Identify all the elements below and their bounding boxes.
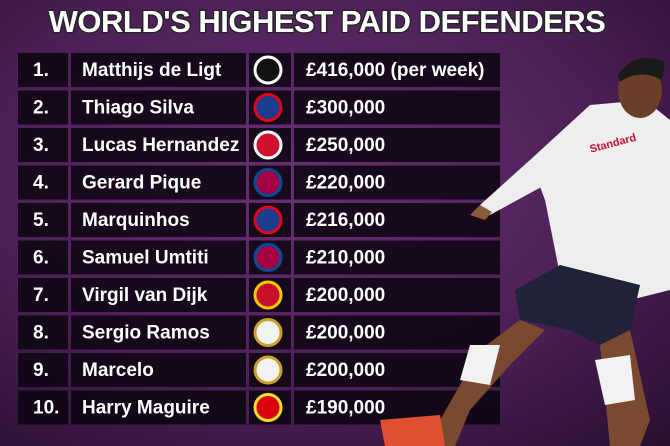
weekly-wage: £190,000 <box>306 398 385 419</box>
table-row: 10. Harry Maguire £190,000 <box>18 390 500 425</box>
name-cell <box>71 278 246 312</box>
rank: 4. <box>33 173 49 194</box>
rank-cell <box>18 203 68 237</box>
wage-cell <box>294 53 500 87</box>
rank: 1. <box>33 60 49 81</box>
wage-cell <box>294 240 500 275</box>
wage-cell <box>294 128 500 162</box>
club-crest <box>253 393 283 422</box>
title: WORLD'S HIGHEST PAID DEFENDERS <box>49 4 606 39</box>
club-crest <box>253 318 283 347</box>
table-row: 4. Gerard Pique £220,000 <box>18 165 500 200</box>
name-cell <box>71 353 246 387</box>
club-crest <box>253 205 283 235</box>
weekly-wage: £416,000 (per week) <box>306 60 485 81</box>
rank-cell <box>18 390 68 425</box>
name-cell <box>71 90 246 125</box>
rank-cell <box>18 278 68 312</box>
club-crest <box>253 280 283 310</box>
weekly-wage: £250,000 <box>306 135 385 156</box>
table-row: 1. Matthijs de Ligt £416,000 (per week) <box>18 53 500 87</box>
player-name: Samuel Umtiti <box>82 248 209 269</box>
weekly-wage: £220,000 <box>306 173 385 194</box>
rank: 9. <box>33 360 49 381</box>
rank: 5. <box>33 210 49 231</box>
wage-cell <box>294 90 500 125</box>
rank: 10. <box>33 398 59 419</box>
table-row: 2. Thiago Silva £300,000 <box>18 90 500 125</box>
player-name: Marcelo <box>82 360 154 381</box>
wage-cell <box>294 278 500 312</box>
club-crest <box>253 243 283 272</box>
player-name: Sergio Ramos <box>82 323 210 344</box>
rank: 8. <box>33 323 49 344</box>
rank: 7. <box>33 285 49 306</box>
table: 1. Matthijs de Ligt £416,000 (per week) 2. T… <box>18 53 500 425</box>
weekly-wage: £200,000 <box>306 323 385 344</box>
table-row: 3. Lucas Hernandez £250,000 <box>18 128 500 162</box>
name-cell <box>71 53 246 87</box>
name-cell <box>71 128 246 162</box>
rank-cell <box>18 240 68 275</box>
name-cell <box>71 165 246 200</box>
name-cell <box>71 390 246 425</box>
table-row: 6. Samuel Umtiti £210,000 <box>18 240 500 275</box>
rank-cell <box>18 53 68 87</box>
club-crest <box>253 130 283 160</box>
player-name: Virgil van Dijk <box>82 285 208 306</box>
rank-cell <box>18 353 68 387</box>
club-crest <box>253 168 283 197</box>
club-crest <box>253 55 283 85</box>
weekly-wage: £216,000 <box>306 210 385 231</box>
club-crest <box>253 93 283 122</box>
table-row: 5. Marquinhos £216,000 <box>18 203 500 237</box>
weekly-wage: £200,000 <box>306 285 385 306</box>
table-row: 8. Sergio Ramos £200,000 <box>18 315 500 350</box>
player-photo: Standard <box>380 58 670 446</box>
table-row: 7. Virgil van Dijk £200,000 <box>18 278 500 312</box>
club-crest <box>253 355 283 385</box>
name-cell <box>71 240 246 275</box>
player-name: Matthijs de Ligt <box>82 60 222 81</box>
wage-cell <box>294 203 500 237</box>
weekly-wage: £300,000 <box>306 98 385 119</box>
weekly-wage: £210,000 <box>306 248 385 269</box>
wage-cell <box>294 165 500 200</box>
rank-cell <box>18 315 68 350</box>
player-name: Gerard Pique <box>82 173 201 194</box>
player-name: Lucas Hernandez <box>82 135 239 156</box>
rank: 6. <box>33 248 49 269</box>
weekly-wage: £200,000 <box>306 360 385 381</box>
player-name: Thiago Silva <box>82 98 194 119</box>
rank-cell <box>18 165 68 200</box>
name-cell <box>71 315 246 350</box>
rank-cell <box>18 90 68 125</box>
player-name: Marquinhos <box>82 210 190 231</box>
name-cell <box>71 203 246 237</box>
rank: 2. <box>33 98 49 119</box>
wage-cell <box>294 315 500 350</box>
table-row: 9. Marcelo £200,000 <box>18 353 500 387</box>
player-name: Harry Maguire <box>82 398 210 419</box>
rank: 3. <box>33 135 49 156</box>
rank-cell <box>18 128 68 162</box>
